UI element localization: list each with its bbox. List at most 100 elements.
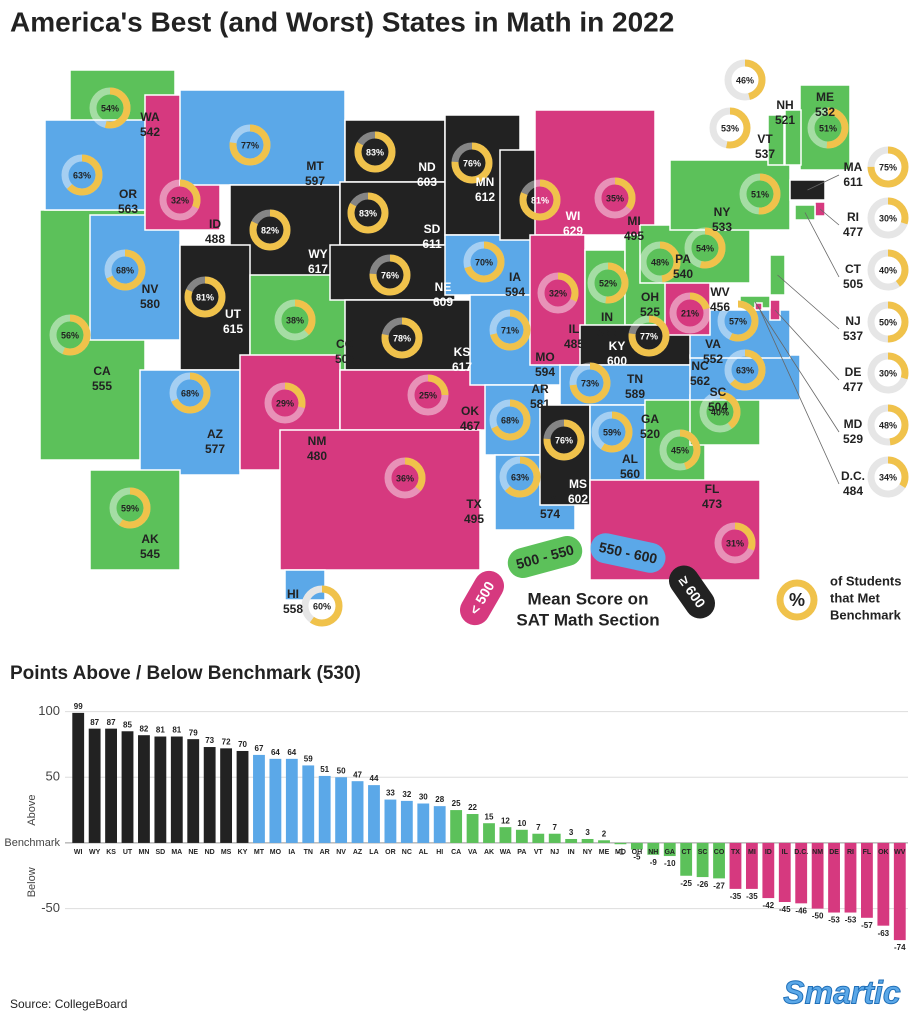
value-label: 81: [172, 726, 181, 735]
x-tick-label: AZ: [353, 849, 363, 856]
bar: [795, 842, 808, 904]
x-tick-label: ME: [599, 849, 610, 856]
value-label: 85: [123, 720, 132, 729]
state-abbr: CA: [93, 364, 111, 378]
value-label: 10: [517, 819, 526, 828]
donut-arc: [519, 179, 561, 221]
x-tick-label: IA: [288, 849, 295, 856]
donut-label: 38%: [286, 315, 304, 325]
x-tick-label: MO: [270, 849, 282, 856]
state-score: 532: [815, 105, 835, 119]
x-tick-label: CT: [682, 849, 692, 856]
state-score: 580: [140, 297, 160, 311]
pct-legend-symbol: %: [789, 590, 805, 610]
x-tick-label: IL: [782, 849, 789, 856]
donut-arc: [669, 292, 711, 334]
state-score: 563: [118, 202, 138, 216]
value-label: 3: [585, 828, 590, 837]
donut-label: 81%: [196, 292, 214, 302]
pct-legend-text: Benchmark: [830, 607, 902, 622]
donut-arc: [543, 419, 585, 461]
state-abbr: WI: [566, 209, 581, 223]
donut-label: 54%: [101, 103, 119, 113]
donut-arc: [714, 522, 756, 564]
x-tick-label: NJ: [550, 849, 559, 856]
state-region: [279, 429, 481, 571]
state-score: 594: [535, 365, 555, 379]
bar: [450, 810, 463, 843]
state-score: 480: [307, 449, 327, 463]
state-abbr: ME: [816, 90, 834, 104]
value-label: -10: [664, 859, 676, 868]
pct-legend-text: of Students: [830, 573, 902, 588]
x-tick-label: DE: [829, 849, 839, 856]
state-abbr: MD: [844, 417, 863, 431]
value-label: 47: [353, 770, 362, 779]
donut-label: 70%: [475, 257, 493, 267]
bar: [253, 754, 265, 843]
state-score: 577: [205, 442, 225, 456]
bar: [154, 736, 167, 843]
x-tick-label: HI: [436, 849, 443, 856]
x-tick-label: LA: [369, 849, 378, 856]
state-score: 504: [708, 400, 728, 414]
x-tick-label: MI: [748, 849, 756, 856]
state-score: 617: [308, 262, 328, 276]
value-label: 22: [468, 803, 477, 812]
legend-title: Mean Score on: [528, 589, 649, 608]
x-tick-label: NM: [812, 849, 823, 856]
state-score: 615: [223, 322, 243, 336]
pct-legend-text: that Met: [830, 590, 881, 605]
x-tick-label: TN: [304, 849, 313, 856]
value-label: 99: [74, 702, 83, 711]
state-score: 611: [843, 175, 863, 189]
state-score: 485: [564, 337, 584, 351]
state-abbr: AZ: [207, 427, 223, 441]
bar: [598, 840, 610, 843]
state-score: 529: [843, 432, 863, 446]
state-abbr: MI: [627, 214, 640, 228]
value-label: -1: [617, 847, 625, 856]
donut-label: 76%: [381, 270, 399, 280]
state-abbr: DE: [845, 365, 862, 379]
state-region: [639, 224, 751, 284]
bar: [138, 735, 150, 843]
state-abbr: NM: [308, 434, 327, 448]
state-score: 555: [92, 379, 112, 393]
state-abbr: VA: [705, 337, 721, 351]
bar: [88, 728, 101, 843]
state-abbr: VT: [757, 132, 773, 146]
legend-swatch: [460, 570, 504, 626]
donut-arc: [451, 142, 493, 184]
state-score: 602: [568, 492, 588, 506]
state-score: 533: [712, 220, 732, 234]
legend-item: < 500: [460, 570, 504, 626]
state-abbr: OK: [461, 404, 479, 418]
donut-label: 35%: [606, 193, 624, 203]
donut-arc: [639, 241, 681, 283]
value-label: -26: [697, 880, 709, 889]
donut-arc: [301, 585, 343, 627]
x-tick-label: FL: [863, 849, 872, 856]
state-region: [784, 109, 802, 166]
value-label: 82: [139, 724, 148, 733]
state-abbr: WA: [140, 110, 160, 124]
donut-label: 83%: [366, 147, 384, 157]
value-label: 44: [370, 774, 379, 783]
donut-label: 46%: [736, 75, 754, 85]
donut-label: 51%: [751, 189, 769, 199]
donut-label: 77%: [640, 331, 658, 341]
donut-label: 59%: [121, 503, 139, 513]
donut-label: 76%: [463, 158, 481, 168]
state-score: 611: [422, 237, 442, 251]
y-tick-label: 50: [46, 769, 60, 784]
bar: [861, 842, 873, 918]
donut-arc: [587, 262, 629, 304]
state-score: 505: [843, 277, 863, 291]
state-score: 597: [305, 174, 325, 188]
x-tick-label: WA: [500, 849, 511, 856]
value-label: 79: [189, 728, 198, 737]
state-score: 525: [640, 305, 660, 319]
bar: [680, 842, 693, 876]
